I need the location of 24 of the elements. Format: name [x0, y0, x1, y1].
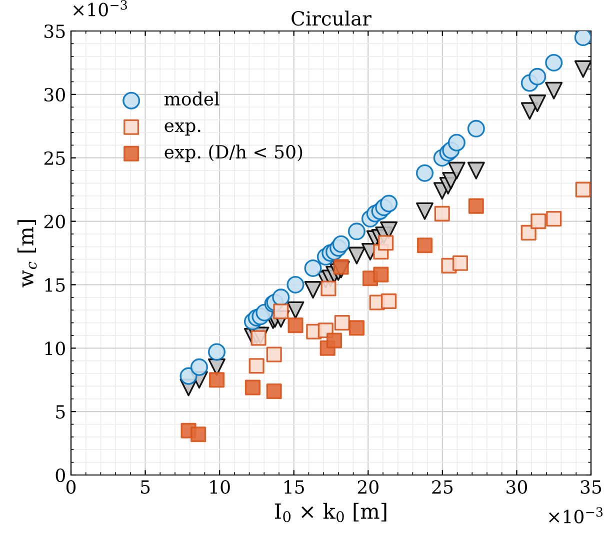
y-tick-label: 10	[45, 342, 65, 356]
x-tick-label: 10	[210, 480, 230, 494]
x-tick-label: 0	[66, 480, 76, 494]
y-tick-label: 0	[56, 468, 65, 482]
legend-label: exp.	[164, 122, 200, 136]
text: ×10$^{−3}$	[549, 507, 603, 524]
y-tick-label: 5	[56, 405, 65, 419]
y-tick-label: 30	[44, 88, 65, 102]
chart-title: Circular	[292, 10, 372, 26]
x-tick-label: 5	[141, 480, 150, 494]
x-tick-label: 20	[358, 480, 378, 494]
y-tick-label: 20	[44, 214, 65, 228]
x-tick-label: 15	[284, 480, 304, 494]
y-tick-label: 25	[44, 151, 65, 165]
x-axis-title: I$_{0}$ × k$_{0}$ [m]	[274, 502, 386, 522]
y-tick-label: 35	[44, 24, 65, 38]
x-tick-label: 25	[432, 480, 453, 494]
x-tick-label: 30	[506, 480, 528, 494]
legend-label: exp. (D/h < 50)	[164, 144, 302, 162]
legend-label: model	[164, 92, 220, 106]
y-tick-label: 15	[45, 278, 65, 292]
y-axis-title: w$_{c}$ [m]	[17, 220, 37, 288]
text: ×10$^{−3}$	[73, 0, 127, 16]
x-tick-label: 35	[580, 480, 602, 494]
